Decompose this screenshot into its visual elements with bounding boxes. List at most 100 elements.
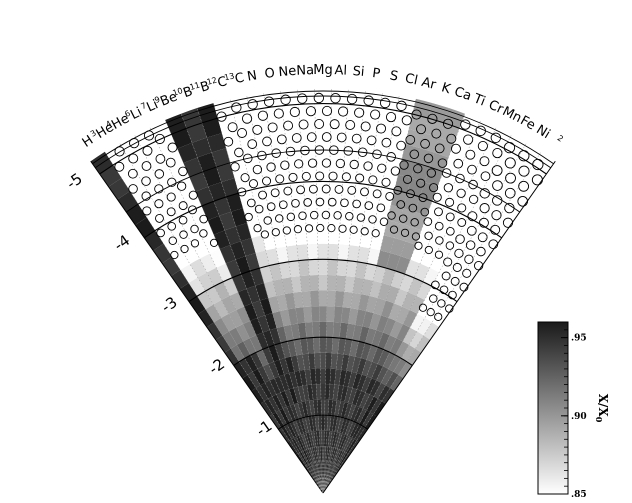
circle-marker [352,199,361,209]
heat-cell [318,462,322,478]
heat-cell [250,352,263,369]
heat-cell [361,278,374,296]
circle-marker [377,163,387,173]
heat-cell [283,324,294,342]
heat-cell [351,356,361,374]
heat-cell [316,430,321,447]
heat-cell [345,323,356,341]
circle-marker [296,185,306,195]
heat-cell [338,452,349,467]
heat-cell [295,307,305,324]
wedge-separator [322,126,497,494]
circle-marker [399,160,409,170]
heat-cell [235,223,252,242]
heat-cell [183,157,203,178]
circle-marker [275,214,284,223]
heat-cell [189,258,207,278]
heat-cell [348,440,359,455]
heat-cell [316,181,330,198]
element-label: Na [296,63,314,79]
heat-cell [404,259,421,278]
heat-cell [344,403,353,419]
heat-cell [297,402,306,419]
heat-cell [469,169,490,190]
heat-cell [306,432,313,449]
circle-marker [396,100,407,112]
circle-marker [143,130,155,141]
heat-cell [330,465,339,480]
heat-cell [364,263,377,281]
heat-cell [339,213,353,230]
circle-marker [426,308,435,317]
heat-cell [350,292,362,310]
heat-cell [424,304,441,323]
heat-cell [395,306,410,325]
heat-cell [319,306,327,322]
heat-cell [366,344,378,362]
heat-cell [326,290,336,307]
heat-cell [191,137,212,158]
heat-cell [186,122,207,143]
circle-marker [466,225,477,236]
element-label: O [264,66,276,82]
heat-cell [276,392,287,409]
heat-cell [333,449,342,465]
heat-cell [373,265,387,284]
heat-cell [298,259,310,277]
heat-cell [468,134,490,156]
circle-marker [443,257,453,267]
circle-marker [426,168,437,178]
heat-cell [315,368,321,385]
heat-cell [276,326,288,344]
heat-cell [169,163,190,184]
wedge-separator [322,88,349,494]
circle-marker [434,207,443,217]
heat-cell [424,118,445,138]
circle-marker [178,201,188,211]
circle-marker [266,162,276,172]
heat-cell [424,286,441,305]
circle-marker [128,184,138,194]
heat-cell [306,337,315,354]
circle-marker [154,199,164,209]
heat-cell [268,361,280,379]
heat-cell [252,300,265,318]
heat-cell [197,309,214,328]
circle-marker [176,181,187,191]
heat-cell [298,418,307,434]
heat-cell [323,461,325,478]
heat-cell [121,169,143,192]
circle-marker [411,109,422,120]
heat-cell [401,292,417,310]
heat-cell [314,352,321,369]
heat-cell [375,123,394,142]
heat-cell [238,189,256,209]
heat-cell [304,449,313,465]
circle-marker [313,92,325,104]
heat-cell [381,388,395,404]
circle-marker [261,176,272,186]
heat-cell [403,193,420,212]
element-label: 2 [556,133,565,143]
heat-cell [344,420,354,436]
heat-cell [308,431,315,448]
heat-cell [385,285,400,304]
circle-marker [199,214,209,224]
circle-marker [462,268,472,278]
heat-cell [296,354,305,371]
heat-cell [243,338,257,356]
heat-cell [352,424,363,440]
circle-marker [167,222,177,231]
circle-marker [253,224,262,233]
heat-cell [197,272,215,292]
heat-cell [280,390,291,407]
circle-marker [434,221,444,231]
element-label: 11B [189,78,212,99]
heat-cell [383,352,396,369]
heat-cell [332,384,340,401]
heat-cell [369,313,382,331]
heat-cell [326,321,334,338]
circle-marker [450,276,460,286]
circle-marker [400,228,410,237]
heat-cell [381,300,394,318]
